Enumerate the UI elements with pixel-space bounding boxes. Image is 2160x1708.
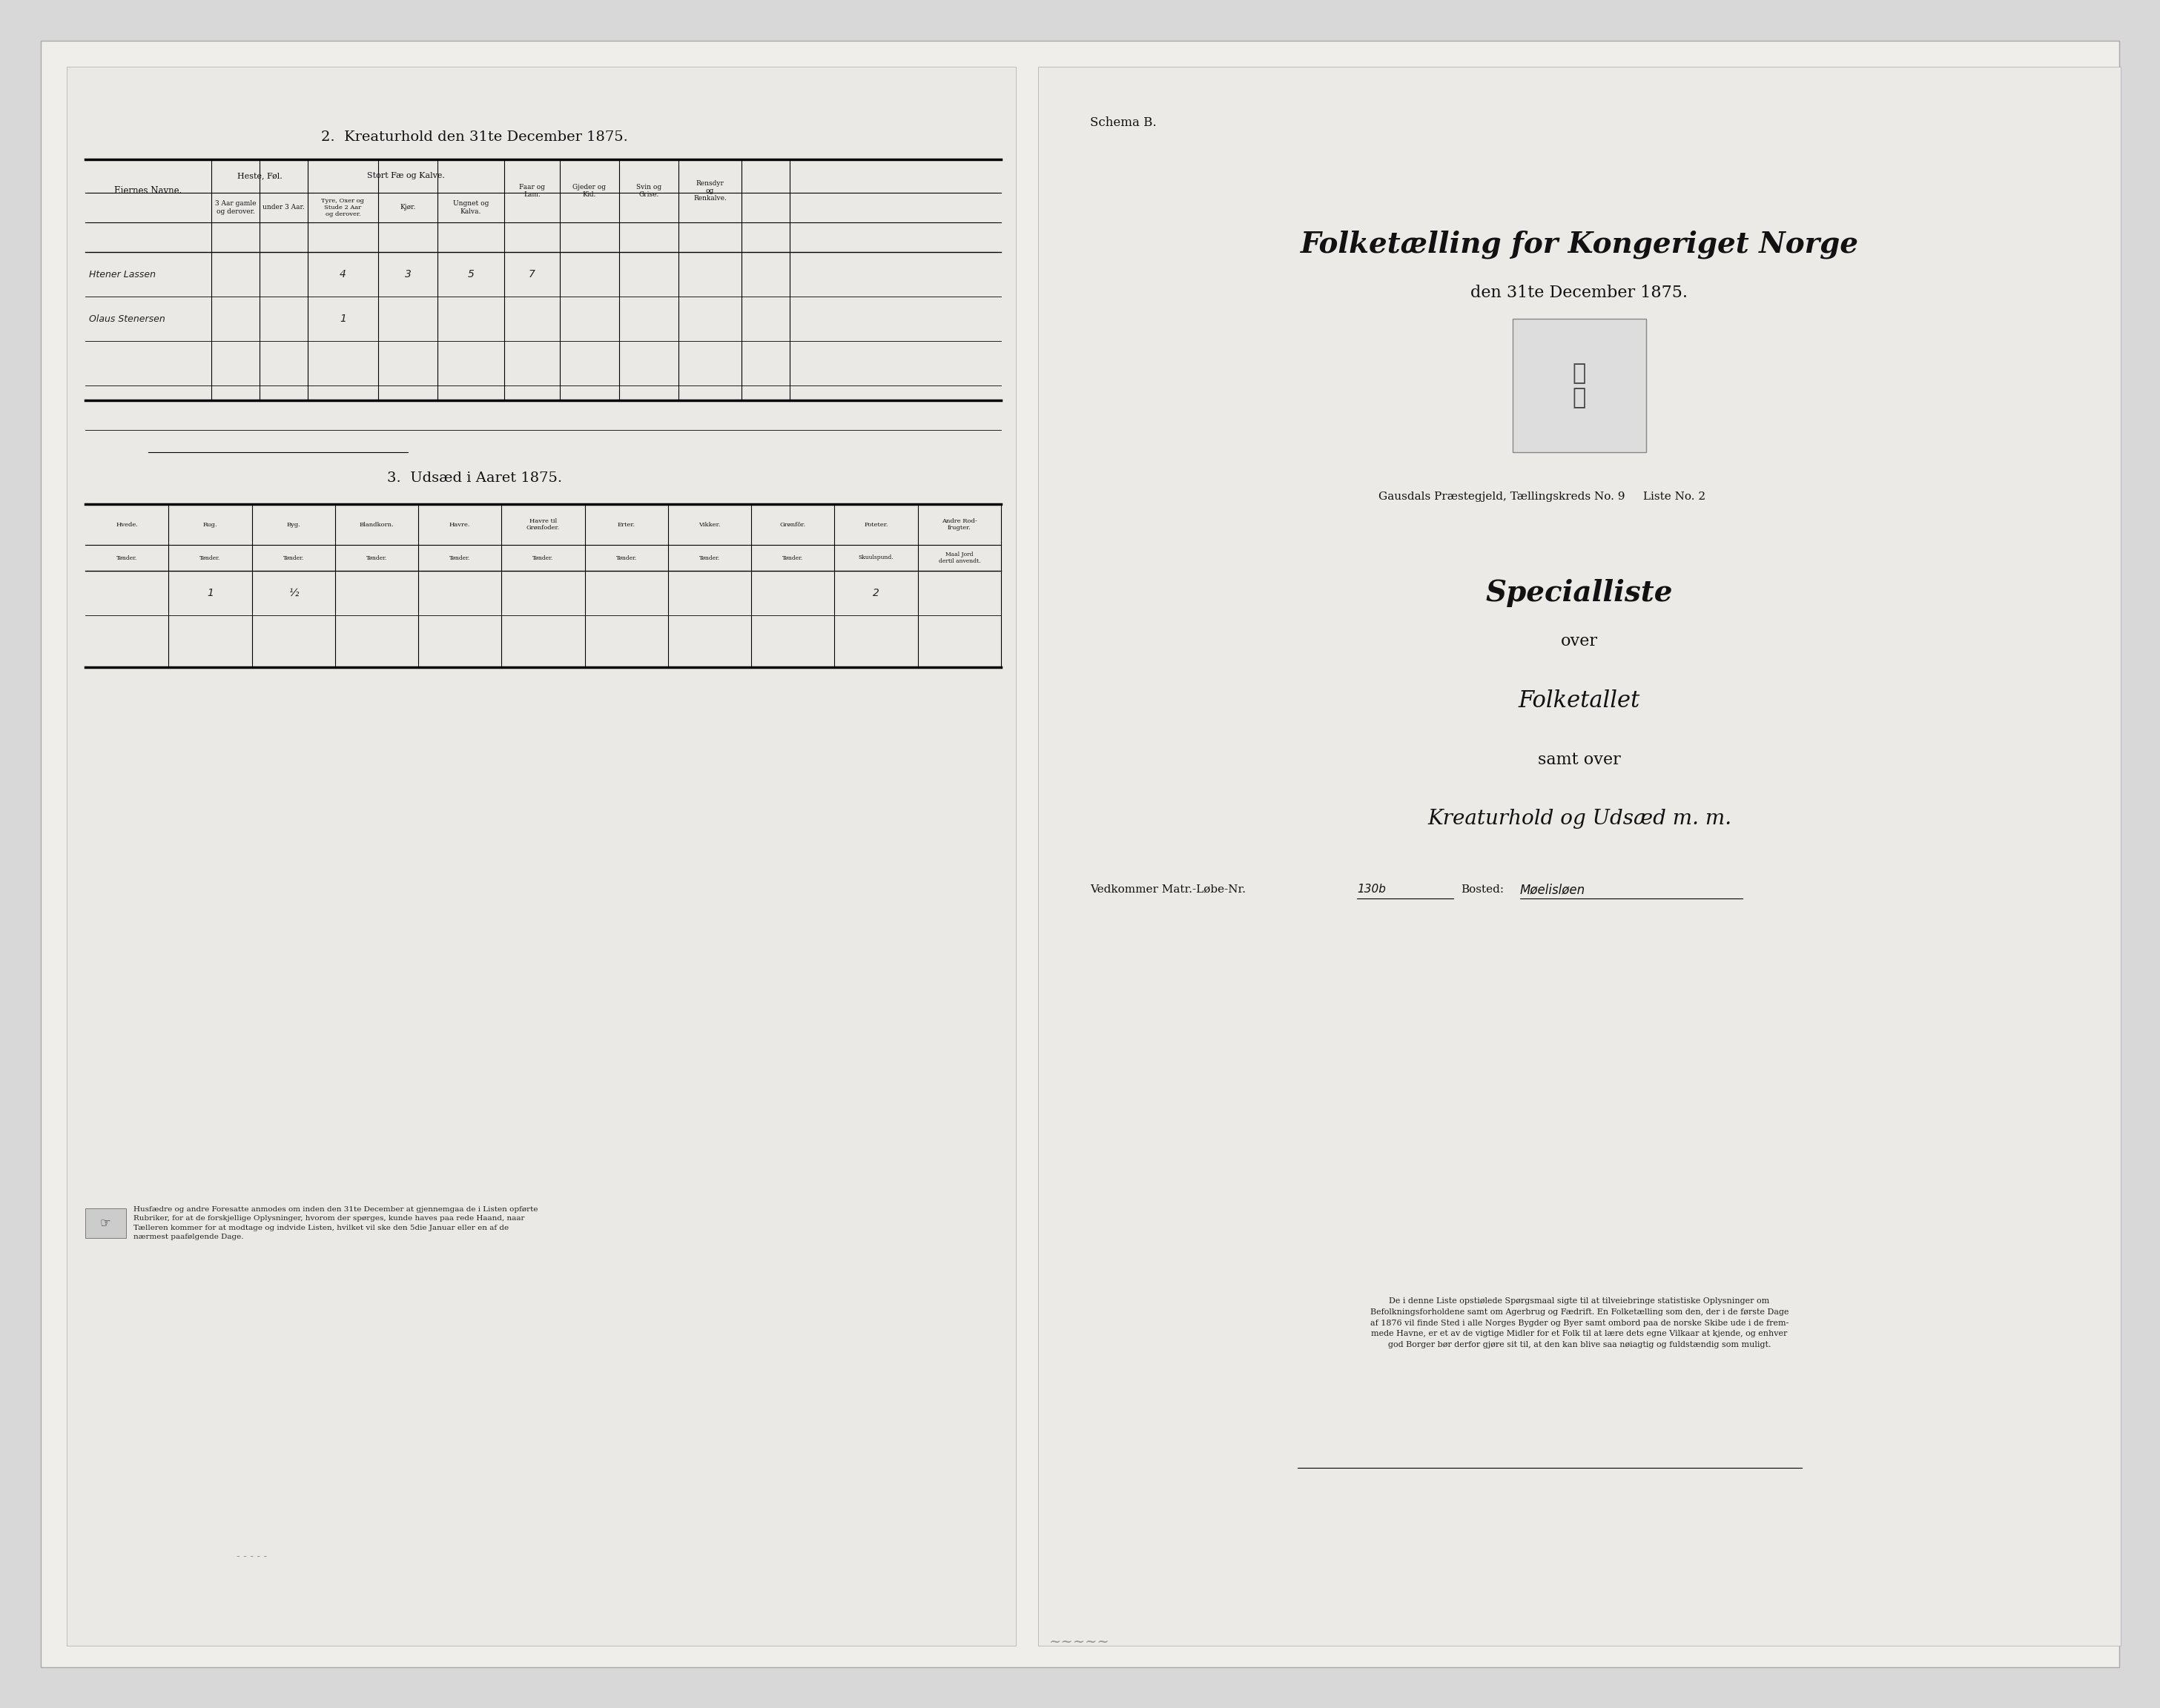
Text: Specialliste: Specialliste [1486,579,1674,606]
Text: Poteter.: Poteter. [864,521,888,528]
Text: over: over [1562,634,1598,649]
Text: Tønder.: Tønder. [700,555,719,560]
Text: Tønder.: Tønder. [534,555,553,560]
Text: Byg.: Byg. [287,521,300,528]
Text: Tønder.: Tønder. [449,555,471,560]
Text: under 3 Aar.: under 3 Aar. [264,205,305,210]
Text: - - - - -: - - - - - [238,1551,268,1561]
Bar [1039,67,2121,1647]
Text: 3 Aar gamle
og derover.: 3 Aar gamle og derover. [214,200,257,215]
Bar [84,1208,125,1238]
Text: samt over: samt over [1538,752,1620,769]
Text: Htener Lassen: Htener Lassen [89,270,156,278]
Text: Kjør.: Kjør. [400,205,415,210]
Bar [67,67,1015,1647]
Text: Tyre, Oxer og
Stude 2 Aar
og derover.: Tyre, Oxer og Stude 2 Aar og derover. [322,198,365,217]
Text: 1: 1 [339,314,346,325]
Text: 3: 3 [404,270,410,280]
Text: Folketallet: Folketallet [1518,688,1639,712]
Text: Olaus Stenersen: Olaus Stenersen [89,314,164,323]
Text: 130b: 130b [1356,885,1387,895]
Text: Bosted:: Bosted: [1460,885,1503,895]
Text: Heste, Føl.: Heste, Føl. [238,173,283,179]
Text: Folketælling for Kongeriget Norge: Folketælling for Kongeriget Norge [1300,231,1858,260]
Text: Tønder.: Tønder. [616,555,637,560]
Text: 7: 7 [529,270,536,280]
Text: Skuulspund.: Skuulspund. [858,555,894,560]
Text: Stort Fæ og Kalve.: Stort Fæ og Kalve. [367,173,445,179]
Text: Hvede.: Hvede. [117,521,138,528]
Text: Ungnet og
Kalva.: Ungnet og Kalva. [454,200,488,215]
Text: 4: 4 [339,270,346,280]
Text: Kreaturhold og Udsæd m. m.: Kreaturhold og Udsæd m. m. [1428,810,1732,828]
Text: Rug.: Rug. [203,521,218,528]
Text: 👑
🦁: 👑 🦁 [1572,362,1585,408]
Text: Maal Jord
dertil anvendt.: Maal Jord dertil anvendt. [937,552,981,564]
Text: ~~~~~: ~~~~~ [1050,1635,1110,1648]
Text: Rensdyr
og
Renkalve.: Rensdyr og Renkalve. [693,179,726,202]
Text: Tønder.: Tønder. [117,555,138,560]
Text: De i denne Liste opstiølede Spørgsmaal sigte til at tilveiebringe statistiske Op: De i denne Liste opstiølede Spørgsmaal s… [1369,1298,1788,1349]
Bar [1512,319,1646,453]
Text: 1: 1 [207,588,214,598]
Text: Blandkorn.: Blandkorn. [359,521,393,528]
Text: Svin og
Grise.: Svin og Grise. [637,184,661,198]
Text: Grønfôr.: Grønfôr. [780,521,806,528]
Text: Husfædre og andre Foresatte anmodes om inden den 31te December at gjennemgaa de : Husfædre og andre Foresatte anmodes om i… [134,1206,538,1240]
Text: 3.  Udsæd i Aaret 1875.: 3. Udsæd i Aaret 1875. [387,471,562,485]
Text: Erter.: Erter. [618,521,635,528]
Text: Tønder.: Tønder. [199,555,220,560]
Text: ☞: ☞ [99,1216,110,1230]
Text: den 31te December 1875.: den 31te December 1875. [1471,285,1687,301]
Text: Havre.: Havre. [449,521,471,528]
Text: Eiernes Navne.: Eiernes Navne. [114,186,181,196]
Text: Gjeder og
Kid.: Gjeder og Kid. [572,184,607,198]
Text: Schema B.: Schema B. [1091,116,1156,128]
Text: Havre til
Grønfoder.: Havre til Grønfoder. [527,518,559,531]
Text: Møelisløen: Møelisløen [1521,883,1585,897]
Text: 2.  Kreaturhold den 31te December 1875.: 2. Kreaturhold den 31te December 1875. [322,130,629,143]
Text: 2: 2 [873,588,879,598]
Text: Faar og
Lam.: Faar og Lam. [518,184,544,198]
Text: Vikker.: Vikker. [700,521,721,528]
Text: Gausdals Præstegjeld, Tællingskreds No. 9     Liste No. 2: Gausdals Præstegjeld, Tællingskreds No. … [1378,492,1706,502]
Text: 5: 5 [467,270,475,280]
Text: Andre Rod-
frugter.: Andre Rod- frugter. [942,518,976,531]
Text: Vedkommer Matr.-Løbe-Nr.: Vedkommer Matr.-Løbe-Nr. [1091,885,1246,895]
Text: Tønder.: Tønder. [782,555,804,560]
Text: ½: ½ [289,588,298,598]
Text: Tønder.: Tønder. [367,555,387,560]
Text: Tønder.: Tønder. [283,555,305,560]
